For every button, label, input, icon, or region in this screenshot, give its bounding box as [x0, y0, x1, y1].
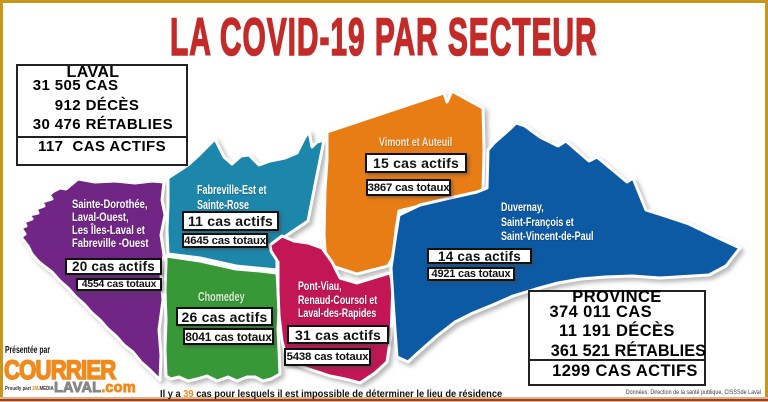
svg-text:LAVAL.com: LAVAL.com: [54, 381, 136, 396]
svg-text:COURRIER: COURRIER: [4, 356, 116, 384]
svg-text:LA COVID-19 PAR SECTEUR: LA COVID-19 PAR SECTEUR: [170, 10, 597, 62]
